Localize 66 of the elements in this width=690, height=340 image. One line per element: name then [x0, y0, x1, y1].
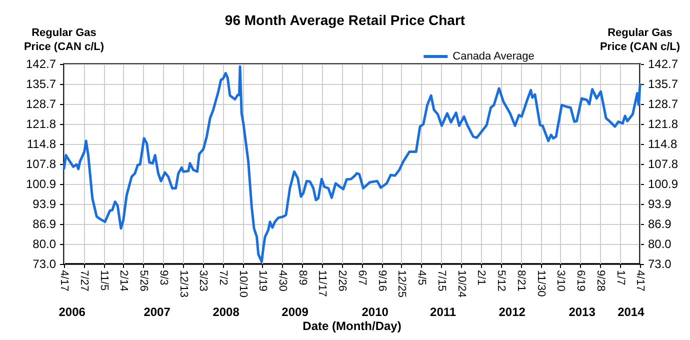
legend-label: Canada Average: [452, 50, 534, 62]
x-tick-label: 10/10: [236, 270, 249, 298]
y-axis-title: Regular Gas Price (CAN c/L): [24, 27, 104, 53]
x-tick-label: 7/2: [217, 270, 230, 286]
y2-tick-label: 73.0: [648, 257, 672, 271]
y2-axis-title: Regular Gas Price (CAN c/L): [600, 27, 680, 53]
x-tick-label: 4/17: [58, 270, 70, 292]
x-tick-label: 11/17: [316, 270, 328, 297]
x2-tick-label: 2011: [430, 305, 456, 319]
x2-tick-label: 2010: [362, 305, 389, 319]
x2-tick-label: 2008: [212, 305, 240, 319]
x-tick-label: 12/13: [177, 270, 190, 298]
y2-tick-label: 114.8: [648, 137, 678, 152]
y-tick-label: 80.0: [32, 236, 56, 251]
x-tick-label: 1/19: [256, 270, 269, 292]
x2-tick-label: 2007: [144, 305, 171, 319]
x2-tick-label: 2009: [282, 305, 309, 319]
x2-tick-label: 2006: [58, 305, 86, 319]
y-tick-label: 93.9: [32, 197, 56, 212]
x-tick-label: 10/24: [455, 270, 468, 298]
y2-tick-label: 128.7: [648, 97, 678, 112]
y2-tick-label: 93.9: [648, 197, 672, 212]
chart-title: 96 Month Average Retail Price Chart: [224, 12, 466, 28]
y2-tick-label: 107.8: [648, 157, 678, 172]
x-tick-label: 5/12: [495, 270, 508, 292]
y2-tick-label: 121.8: [648, 116, 678, 131]
y-tick-label: 86.9: [32, 217, 56, 232]
x-tick-label: 4/30: [276, 270, 289, 292]
x-tick-label: 9/28: [594, 270, 606, 292]
x2-tick-label: 2012: [498, 305, 526, 319]
x-tick-label: 2/26: [336, 270, 348, 292]
x-tick-label: 9/16: [376, 270, 388, 292]
x-tick-label: 1/7: [614, 270, 626, 286]
y2-tick-label: 135.7: [648, 77, 678, 92]
x-tick-label: 6/19: [574, 270, 586, 292]
x-axis-title: Date (Month/Day): [302, 319, 402, 333]
y-tick-label: 114.8: [26, 137, 56, 152]
y-tick-label: 128.7: [26, 97, 56, 112]
y-tick-label: 100.9: [26, 176, 56, 191]
x-tick-label: 4/17: [634, 270, 646, 292]
y-tick-label: 73.0: [32, 257, 56, 271]
y-tick-label: 107.8: [26, 157, 56, 172]
x-tick-label: 2/14: [118, 270, 130, 292]
x2-tick-label: 2013: [568, 305, 596, 319]
x-tick-label: 11/30: [534, 270, 547, 297]
x-tick-label: 3/10: [554, 270, 567, 292]
y2-tick-label: 100.9: [648, 176, 678, 191]
y-tick-label: 142.7: [26, 57, 56, 71]
y2-tick-label: 142.7: [648, 57, 678, 71]
y-tick-label: 121.8: [26, 116, 56, 131]
x-tick-label: 6/7: [356, 270, 368, 286]
x-tick-label: 8/21: [514, 270, 527, 292]
x2-tick-label: 2014: [618, 305, 645, 319]
y-tick-label: 135.7: [26, 77, 56, 92]
x-tick-label: 7/15: [435, 270, 448, 292]
x-tick-label: 8/9: [296, 270, 309, 286]
y2-tick-label: 86.9: [648, 217, 672, 232]
x-tick-label: 5/26: [138, 270, 150, 292]
x-tick-label: 4/5: [416, 270, 428, 286]
x-tick-label: 7/27: [78, 270, 90, 292]
x-tick-label: 3/23: [197, 270, 210, 292]
x-tick-label: 2/1: [475, 270, 488, 286]
x-tick-label: 9/3: [157, 270, 170, 286]
x-tick-label: 11/5: [98, 270, 110, 291]
x-tick-label: 12/25: [396, 270, 408, 298]
y2-tick-label: 80.0: [648, 236, 672, 251]
